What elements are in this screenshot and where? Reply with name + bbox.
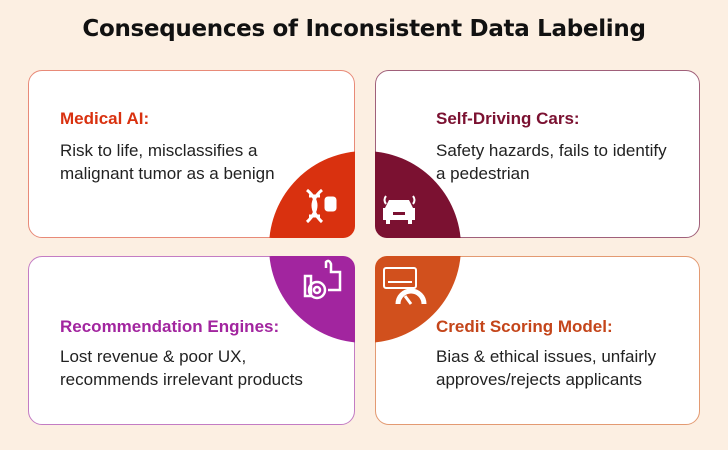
autonomous-car-icon <box>383 195 416 224</box>
card-body-line: approves/rejects applicants <box>436 370 643 389</box>
card-heading: Medical AI: <box>60 109 150 128</box>
card-body-line: Safety hazards, fails to identify <box>436 141 667 160</box>
credit-card-gauge-icon <box>383 267 427 305</box>
card-heading: Self-Driving Cars: <box>436 109 580 128</box>
dna-ai-icon <box>305 188 337 224</box>
card-heading: Credit Scoring Model: <box>436 317 613 336</box>
card-body: Risk to life, misclassifies a malignant t… <box>60 139 275 185</box>
card-body: Safety hazards, fails to identify a pedes… <box>436 139 667 185</box>
card-body-line: a pedestrian <box>436 164 530 183</box>
card-body-line: Risk to life, misclassifies a <box>60 141 258 160</box>
card-body-line: Bias & ethical issues, unfairly <box>436 347 657 366</box>
card-body: Bias & ethical issues, unfairly approves/… <box>436 345 656 391</box>
card-body: Lost revenue & poor UX, recommends irrele… <box>60 345 303 391</box>
card-body-line: recommends irrelevant products <box>60 370 303 389</box>
page-title: Consequences of Inconsistent Data Labeli… <box>82 16 646 42</box>
card-recommendation: Recommendation Engines: Lost revenue & p… <box>28 256 355 425</box>
card-heading: Recommendation Engines: <box>60 317 280 336</box>
quadrant-medical <box>269 151 355 238</box>
card-body-line: malignant tumor as a benign <box>60 164 275 183</box>
thumbs-up-gear-icon <box>303 259 342 300</box>
card-body-line: Lost revenue & poor UX, <box>60 347 247 366</box>
quadrant-credit <box>375 256 461 343</box>
